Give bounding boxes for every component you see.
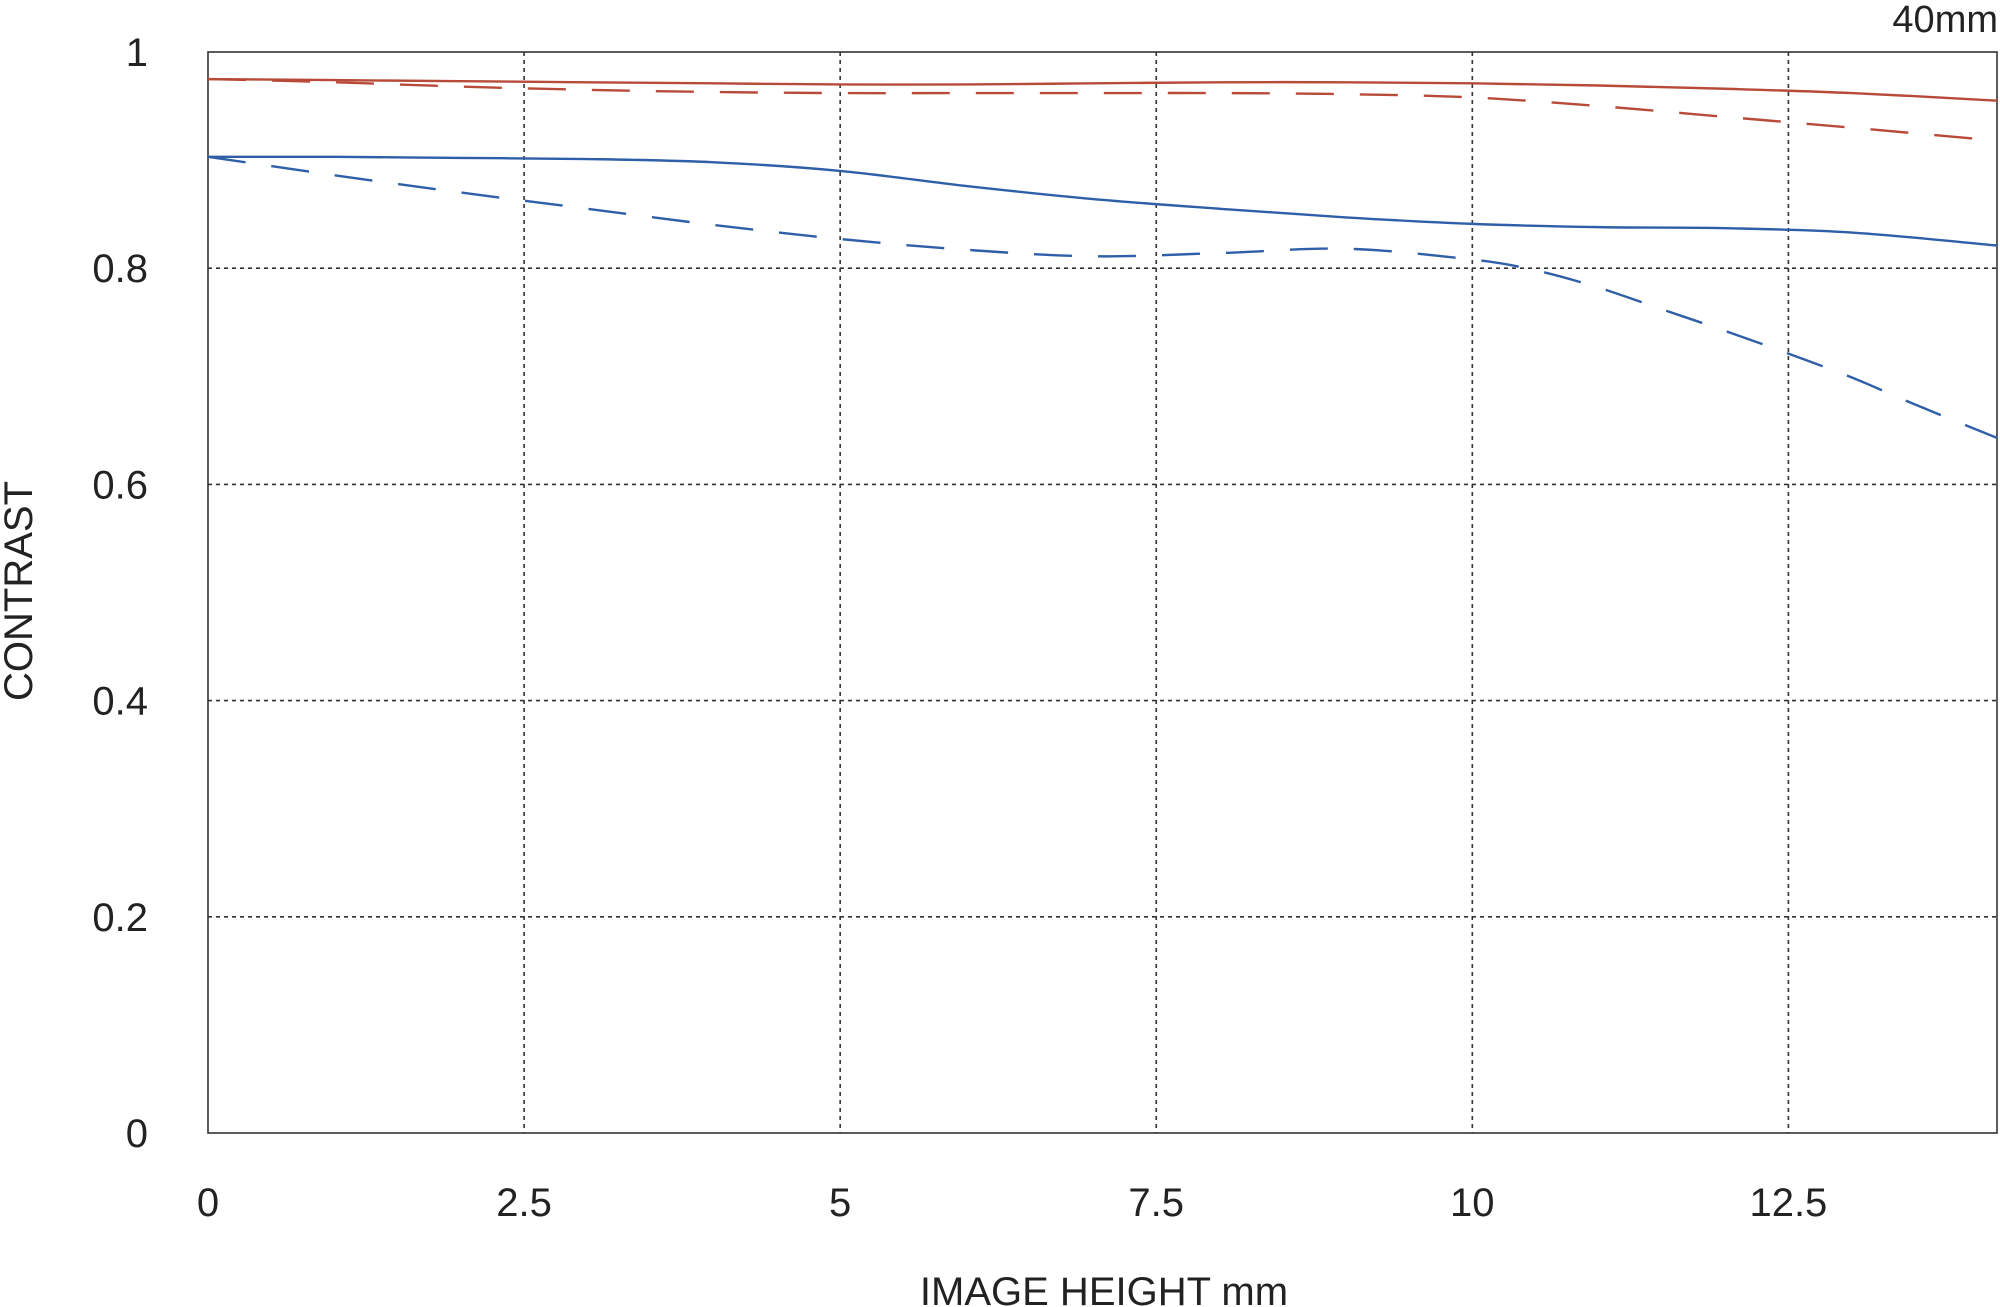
y-tick-label: 0.2 xyxy=(92,896,148,940)
series-line-2 xyxy=(207,77,1998,142)
x-tick-label: 10 xyxy=(1450,1181,1495,1225)
y-axis-ticks: 0 0.2 0.4 0.6 0.8 1 xyxy=(92,31,148,1156)
x-axis-title: IMAGE HEIGHT mm xyxy=(920,1270,1288,1307)
x-tick-label: 0 xyxy=(197,1181,219,1225)
y-tick-label: 1 xyxy=(126,31,148,75)
y-tick-label: 0 xyxy=(126,1112,148,1156)
y-tick-label: 0.4 xyxy=(92,680,148,724)
x-tick-label: 12.5 xyxy=(1749,1181,1827,1225)
focal-length-label: 40mm xyxy=(1892,0,1998,41)
series-line-1 xyxy=(207,77,1998,102)
series-line-4 xyxy=(207,155,1998,440)
grid xyxy=(208,52,1997,1133)
series-layer xyxy=(207,77,1998,440)
y-tick-label: 0.6 xyxy=(92,463,148,507)
x-tick-label: 7.5 xyxy=(1128,1181,1184,1225)
x-tick-label: 2.5 xyxy=(496,1181,552,1225)
x-tick-label: 5 xyxy=(829,1181,851,1225)
y-axis-title: CONTRAST xyxy=(0,481,41,701)
plot-frame xyxy=(207,51,1998,1134)
y-tick-label: 0.8 xyxy=(92,247,148,291)
series-line-3 xyxy=(207,155,1998,247)
x-axis-ticks: 0 2.5 5 7.5 10 12.5 xyxy=(197,1181,1827,1225)
